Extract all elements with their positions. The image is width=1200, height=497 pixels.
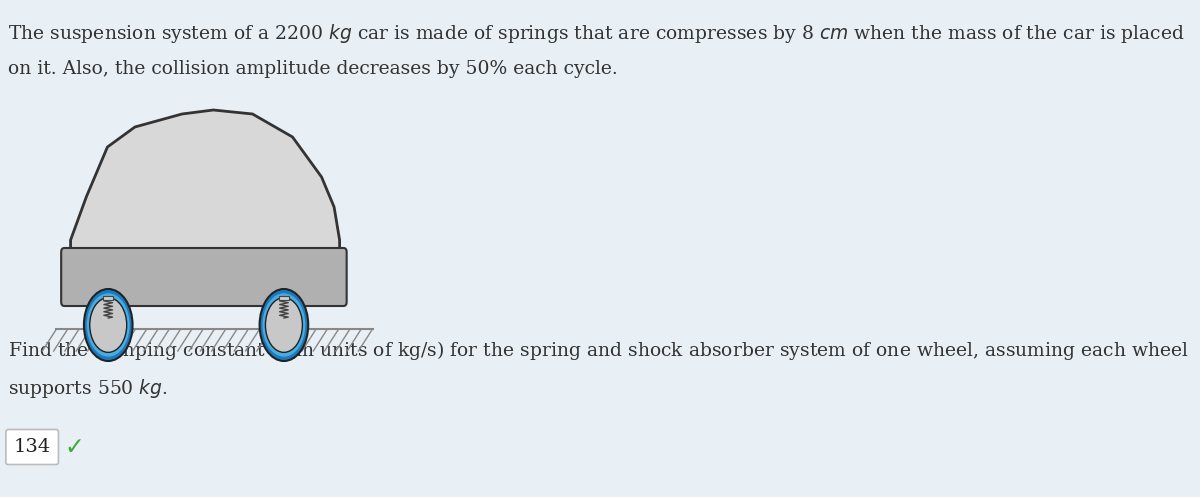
Ellipse shape [84,289,132,361]
Ellipse shape [263,293,305,357]
Ellipse shape [90,298,127,352]
FancyBboxPatch shape [103,296,114,300]
Text: 134: 134 [13,438,50,456]
FancyBboxPatch shape [6,429,59,465]
Text: supports 550 $\it{kg}$.: supports 550 $\it{kg}$. [8,377,168,400]
Text: The suspension system of a 2200 $\it{kg}$ car is made of springs that are compre: The suspension system of a 2200 $\it{kg}… [8,22,1184,45]
Text: on it. Also, the collision amplitude decreases by 50% each cycle.: on it. Also, the collision amplitude dec… [8,60,618,78]
Text: ✓: ✓ [65,435,84,459]
Ellipse shape [265,298,302,352]
Text: Find the damping constant $\it{b}$ (in units of kg/s) for the spring and shock a: Find the damping constant $\it{b}$ (in u… [8,339,1189,362]
FancyBboxPatch shape [61,248,347,306]
FancyBboxPatch shape [278,296,289,300]
Ellipse shape [259,289,308,361]
Ellipse shape [86,293,130,357]
PathPatch shape [71,110,340,252]
